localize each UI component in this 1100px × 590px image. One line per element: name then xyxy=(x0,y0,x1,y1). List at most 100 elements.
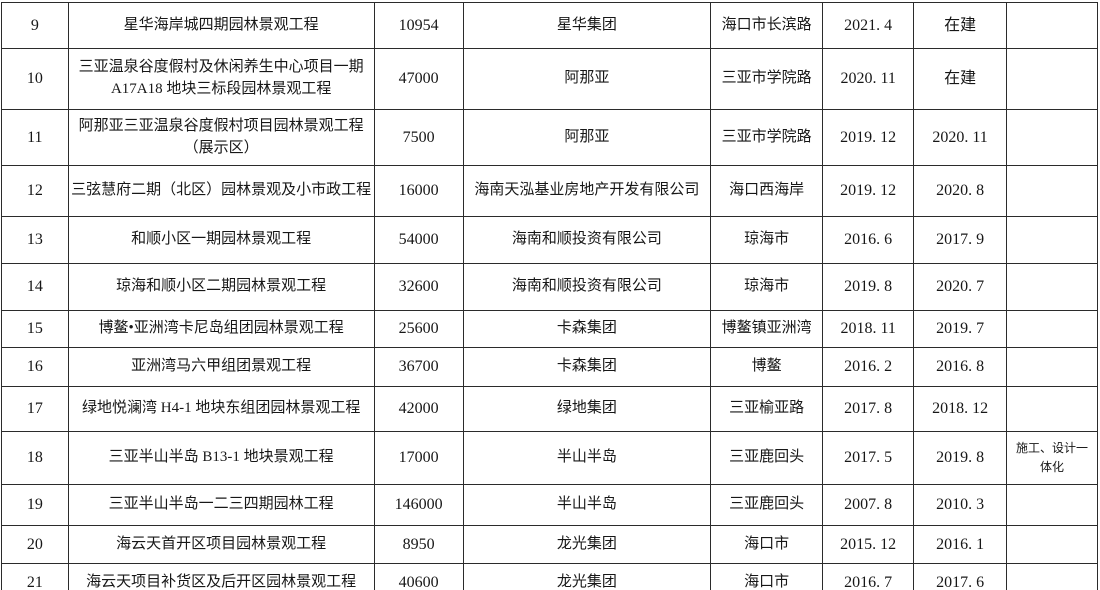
end-date-cell: 2020. 8 xyxy=(913,165,1008,217)
client-cell: 龙光集团 xyxy=(462,563,712,590)
end-date-cell: 2017. 6 xyxy=(913,563,1008,590)
row-number-cell: 12 xyxy=(1,165,69,217)
location-cell: 海口市长滨路 xyxy=(710,2,824,49)
remark-cell xyxy=(1006,48,1098,110)
row-number-cell: 15 xyxy=(1,310,69,348)
start-date-cell: 2019. 12 xyxy=(822,109,915,166)
start-date-cell: 2019. 8 xyxy=(822,263,915,311)
area-value-cell: 16000 xyxy=(373,165,464,217)
project-name-cell: 三亚温泉谷度假村及休闲养生中心项目一期 A17A18 地块三标段园林景观工程 xyxy=(67,48,375,110)
location-cell: 三亚市学院路 xyxy=(710,48,824,110)
remark-cell xyxy=(1006,2,1098,49)
table-row: 10 三亚温泉谷度假村及休闲养生中心项目一期 A17A18 地块三标段园林景观工程… xyxy=(1,48,1098,110)
end-date-cell: 在建 xyxy=(913,2,1008,49)
row-number-cell: 10 xyxy=(1,48,69,110)
project-name-cell: 阿那亚三亚温泉谷度假村项目园林景观工程（展示区） xyxy=(67,109,375,166)
end-date-cell: 2018. 12 xyxy=(913,386,1008,432)
client-cell: 阿那亚 xyxy=(462,109,712,166)
location-cell: 琼海市 xyxy=(710,216,824,264)
area-value-cell: 25600 xyxy=(373,310,464,348)
area-value-cell: 36700 xyxy=(373,347,464,387)
start-date-cell: 2016. 2 xyxy=(822,347,915,387)
location-cell: 海口西海岸 xyxy=(710,165,824,217)
project-name-cell: 琼海和顺小区二期园林景观工程 xyxy=(67,263,375,311)
start-date-cell: 2007. 8 xyxy=(822,484,915,526)
client-cell: 卡森集团 xyxy=(462,347,712,387)
location-cell: 三亚市学院路 xyxy=(710,109,824,166)
row-number-cell: 16 xyxy=(1,347,69,387)
client-cell: 半山半岛 xyxy=(462,431,712,485)
row-number-cell: 11 xyxy=(1,109,69,166)
project-name-cell: 海云天首开区项目园林景观工程 xyxy=(67,525,375,564)
client-cell: 海南和顺投资有限公司 xyxy=(462,263,712,311)
location-cell: 海口市 xyxy=(710,563,824,590)
project-name-cell: 三亚半山半岛 B13-1 地块景观工程 xyxy=(67,431,375,485)
location-cell: 琼海市 xyxy=(710,263,824,311)
area-value-cell: 32600 xyxy=(373,263,464,311)
start-date-cell: 2020. 11 xyxy=(822,48,915,110)
project-name-cell: 三弦慧府二期（北区）园林景观及小市政工程 xyxy=(67,165,375,217)
table-row: 16 亚洲湾马六甲组团景观工程 36700 卡森集团 博鳌 2016. 2 2016. 8 xyxy=(1,347,1098,387)
area-value-cell: 47000 xyxy=(373,48,464,110)
table-row: 18 三亚半山半岛 B13-1 地块景观工程 17000 半山半岛 三亚鹿回头 2017.… xyxy=(1,431,1098,485)
location-cell: 博鳌镇亚洲湾 xyxy=(710,310,824,348)
remark-cell xyxy=(1006,263,1098,311)
end-date-cell: 2019. 8 xyxy=(913,431,1008,485)
area-value-cell: 40600 xyxy=(373,563,464,590)
project-name-cell: 绿地悦澜湾 H4-1 地块东组团园林景观工程 xyxy=(67,386,375,432)
end-date-cell: 2020. 7 xyxy=(913,263,1008,311)
remark-cell xyxy=(1006,347,1098,387)
remark-cell: 施工、设计一体化 xyxy=(1006,431,1098,485)
end-date-cell: 2016. 1 xyxy=(913,525,1008,564)
row-number-cell: 21 xyxy=(1,563,69,590)
location-cell: 三亚鹿回头 xyxy=(710,484,824,526)
end-date-cell: 2020. 11 xyxy=(913,109,1008,166)
area-value-cell: 42000 xyxy=(373,386,464,432)
start-date-cell: 2021. 4 xyxy=(822,2,915,49)
remark-cell xyxy=(1006,165,1098,217)
row-number-cell: 18 xyxy=(1,431,69,485)
end-date-cell: 2019. 7 xyxy=(913,310,1008,348)
client-cell: 卡森集团 xyxy=(462,310,712,348)
row-number-cell: 14 xyxy=(1,263,69,311)
client-cell: 海南天泓基业房地产开发有限公司 xyxy=(462,165,712,217)
start-date-cell: 2019. 12 xyxy=(822,165,915,217)
remark-cell xyxy=(1006,484,1098,526)
table-row: 12 三弦慧府二期（北区）园林景观及小市政工程 16000 海南天泓基业房地产开发有限… xyxy=(1,165,1098,217)
project-name-cell: 三亚半山半岛一二三四期园林工程 xyxy=(67,484,375,526)
table-row: 9 星华海岸城四期园林景观工程 10954 星华集团 海口市长滨路 2021. 4 在建 xyxy=(1,2,1098,49)
end-date-cell: 2017. 9 xyxy=(913,216,1008,264)
start-date-cell: 2016. 7 xyxy=(822,563,915,590)
project-name-cell: 和顺小区一期园林景观工程 xyxy=(67,216,375,264)
remark-cell xyxy=(1006,525,1098,564)
client-cell: 海南和顺投资有限公司 xyxy=(462,216,712,264)
project-name-cell: 亚洲湾马六甲组团景观工程 xyxy=(67,347,375,387)
remark-cell xyxy=(1006,109,1098,166)
client-cell: 星华集团 xyxy=(462,2,712,49)
start-date-cell: 2016. 6 xyxy=(822,216,915,264)
start-date-cell: 2017. 8 xyxy=(822,386,915,432)
row-number-cell: 20 xyxy=(1,525,69,564)
row-number-cell: 9 xyxy=(1,2,69,49)
table-row: 14 琼海和顺小区二期园林景观工程 32600 海南和顺投资有限公司 琼海市 2019. … xyxy=(1,263,1098,311)
start-date-cell: 2017. 5 xyxy=(822,431,915,485)
table-row: 17 绿地悦澜湾 H4-1 地块东组团园林景观工程 42000 绿地集团 三亚榆亚路 20… xyxy=(1,386,1098,432)
client-cell: 阿那亚 xyxy=(462,48,712,110)
client-cell: 龙光集团 xyxy=(462,525,712,564)
area-value-cell: 10954 xyxy=(373,2,464,49)
area-value-cell: 17000 xyxy=(373,431,464,485)
area-value-cell: 54000 xyxy=(373,216,464,264)
end-date-cell: 2010. 3 xyxy=(913,484,1008,526)
area-value-cell: 146000 xyxy=(373,484,464,526)
remark-cell xyxy=(1006,216,1098,264)
table-row: 11 阿那亚三亚温泉谷度假村项目园林景观工程（展示区） 7500 阿那亚 三亚市学院路 2… xyxy=(1,109,1098,166)
client-cell: 半山半岛 xyxy=(462,484,712,526)
area-value-cell: 8950 xyxy=(373,525,464,564)
row-number-cell: 17 xyxy=(1,386,69,432)
remark-cell xyxy=(1006,310,1098,348)
